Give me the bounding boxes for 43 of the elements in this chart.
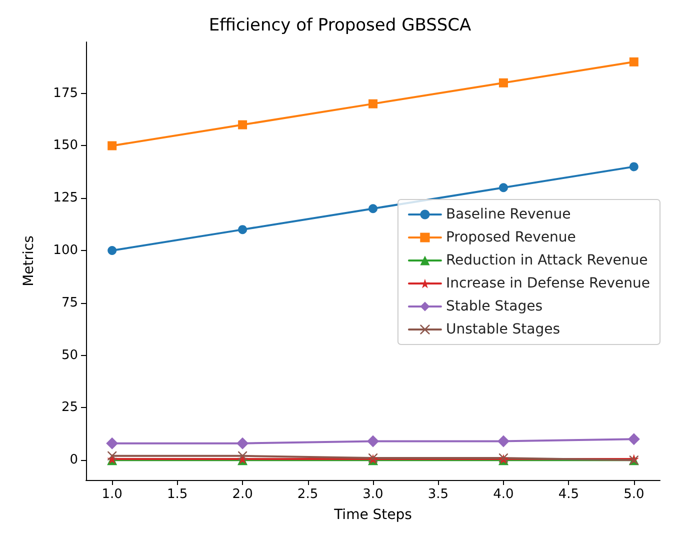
- x-tick-label: 1.0: [102, 487, 122, 502]
- point: [497, 435, 510, 448]
- point: [108, 141, 117, 150]
- point: [106, 437, 118, 450]
- x-tick-label: 5.0: [624, 487, 644, 502]
- x-tick-label: 1.5: [166, 487, 188, 502]
- legend-label: Unstable Stages: [446, 322, 560, 338]
- y-tick-label: 50: [61, 348, 78, 363]
- x-tick-label: 3.5: [428, 487, 449, 502]
- y-tick-label: 0: [70, 452, 78, 468]
- legend-label: Proposed Revenue: [446, 230, 576, 246]
- y-tick-label: 175: [53, 86, 78, 101]
- x-tick-label: 2.5: [297, 487, 318, 502]
- point: [108, 246, 117, 256]
- point: [236, 437, 249, 450]
- point: [238, 451, 248, 460]
- y-axis-title: Metrics: [21, 236, 37, 286]
- point: [498, 183, 508, 192]
- x-tick-label: 4.5: [558, 487, 580, 502]
- legend-label: Increase in Defense Revenue: [446, 276, 650, 292]
- point: [629, 57, 638, 66]
- y-tick-label: 150: [53, 138, 78, 154]
- legend-label: Reduction in Attack Revenue: [446, 252, 648, 268]
- point: [238, 120, 248, 130]
- chart-title: Efficiency of Proposed GBSSCA: [208, 16, 472, 36]
- legend-label: Baseline Revenue: [446, 206, 571, 222]
- y-tick-label: 100: [53, 243, 78, 258]
- point: [629, 162, 638, 172]
- point: [238, 225, 248, 234]
- point: [108, 451, 117, 460]
- x-axis-title: Time Steps: [333, 507, 412, 523]
- y-tick-label: 75: [61, 295, 78, 310]
- y-tick-label: 125: [53, 190, 78, 206]
- point: [628, 433, 640, 446]
- x-tick-label: 4.0: [493, 487, 514, 502]
- point: [367, 435, 379, 448]
- y-tick-label: 25: [61, 400, 78, 416]
- legend-label: Stable Stages: [446, 298, 542, 314]
- x-tick-label: 2.0: [232, 487, 253, 502]
- point: [368, 204, 378, 214]
- point: [498, 78, 508, 88]
- x-tick-label: 3.0: [362, 487, 384, 502]
- point: [368, 99, 378, 108]
